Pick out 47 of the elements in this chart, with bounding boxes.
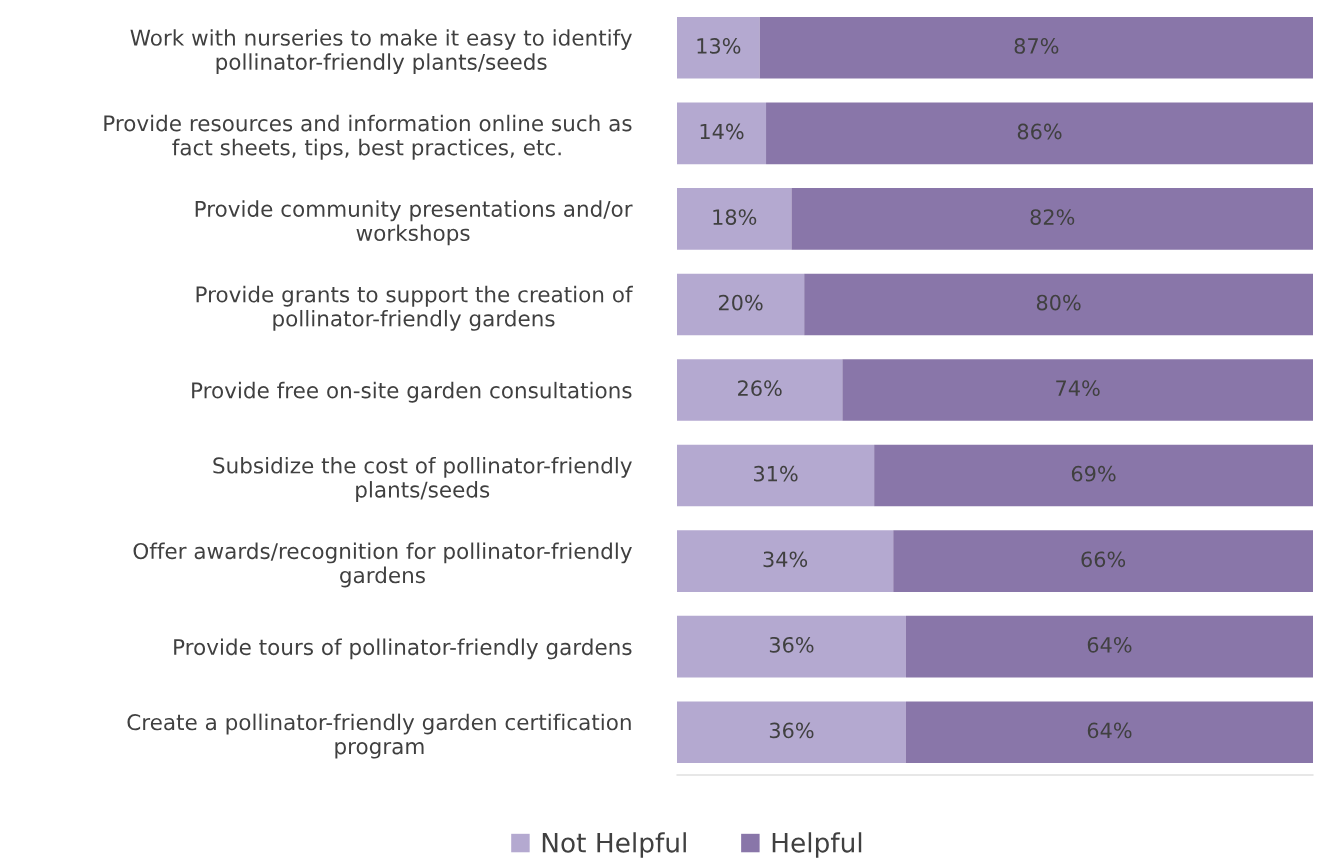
bar — [766, 102, 1313, 165]
data-label: 36% — [769, 722, 814, 739]
y-tick-label: Provide community presentations and/or workshops — [195, 200, 633, 246]
bar — [804, 273, 1313, 336]
bar — [677, 102, 767, 165]
legend-label: Not Helpful — [542, 832, 686, 858]
data-label: 69% — [1071, 465, 1116, 482]
y-tick-label: Provide resources and information online such as fact sheets, tips, best practices, etc. — [104, 114, 632, 160]
data-label: 80% — [1036, 294, 1081, 311]
data-label: 20% — [718, 294, 763, 311]
data-label: 34% — [763, 551, 808, 568]
bar — [677, 188, 792, 250]
bar — [905, 701, 1313, 764]
y-tick-label: Create a pollinator-friendly garden certification program — [127, 713, 631, 759]
bar — [759, 16, 1313, 79]
bar — [905, 615, 1313, 678]
data-label: 64% — [1087, 636, 1132, 653]
y-tick-label: Provide free on-site garden consultations — [192, 381, 632, 403]
bar — [677, 701, 906, 764]
data-label: 31% — [754, 465, 798, 482]
bar — [677, 16, 760, 79]
bar — [677, 359, 843, 421]
data-label: 14% — [700, 123, 744, 140]
data-label: 64% — [1087, 722, 1132, 739]
data-label: 66% — [1081, 551, 1126, 568]
data-label: 74% — [1056, 380, 1100, 397]
y-tick-label: Subsidize the cost of pollinator-friendly plants/seeds — [213, 456, 632, 502]
data-label: 26% — [738, 380, 782, 397]
data-label: 13% — [697, 38, 741, 54]
bar — [791, 188, 1313, 250]
bar — [677, 615, 906, 678]
bar — [677, 273, 805, 336]
bar — [677, 530, 894, 592]
data-label: 87% — [1014, 38, 1059, 54]
y-tick-label: Offer awards/recognition for pollinator-friendly gardens — [133, 542, 632, 588]
data-label: 82% — [1030, 209, 1075, 225]
legend-label: Helpful — [772, 832, 862, 858]
data-label: 86% — [1017, 123, 1062, 140]
bar — [842, 359, 1313, 421]
data-label: 18% — [713, 209, 757, 225]
y-tick-label: Provide grants to support the creation of pollinator-friendly gardens — [196, 285, 633, 331]
bar — [677, 444, 875, 507]
data-label: 36% — [769, 636, 814, 653]
y-tick-label: Provide tours of pollinator-friendly gardens — [174, 638, 632, 660]
bar — [874, 444, 1313, 507]
y-tick-label: Work with nurseries to make it easy to identify pollinator-friendly plants/seeds — [130, 29, 632, 75]
bar — [893, 530, 1313, 592]
